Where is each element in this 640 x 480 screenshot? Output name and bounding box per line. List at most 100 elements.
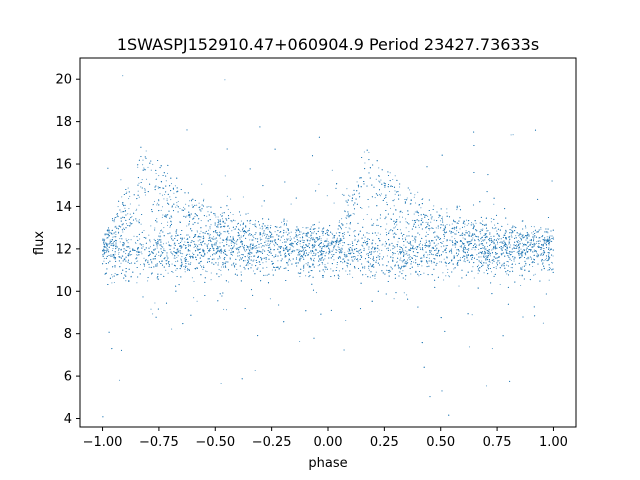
data-point xyxy=(307,227,309,229)
data-point xyxy=(406,251,408,253)
data-point xyxy=(137,190,139,192)
data-point xyxy=(173,243,175,245)
data-point xyxy=(464,234,466,236)
data-point xyxy=(481,260,483,262)
data-point xyxy=(493,228,495,230)
data-point xyxy=(134,249,136,252)
data-point xyxy=(402,270,404,272)
data-point xyxy=(243,248,245,250)
data-point xyxy=(265,228,267,230)
data-point xyxy=(142,244,144,246)
data-point xyxy=(418,214,420,217)
data-point xyxy=(545,244,547,246)
data-point xyxy=(507,223,509,225)
data-point xyxy=(330,244,332,246)
data-point xyxy=(443,279,445,281)
data-point xyxy=(516,251,518,253)
data-point xyxy=(153,200,156,202)
data-point xyxy=(103,257,105,259)
data-point xyxy=(413,196,415,198)
data-point xyxy=(488,263,491,266)
data-point xyxy=(405,227,407,229)
data-point xyxy=(427,215,429,217)
data-point xyxy=(185,234,188,236)
data-point xyxy=(188,253,190,255)
data-point xyxy=(491,249,493,251)
data-point xyxy=(231,254,234,256)
data-point xyxy=(547,269,549,271)
data-point xyxy=(456,209,458,211)
data-point xyxy=(365,273,367,276)
data-point xyxy=(520,284,522,287)
data-point xyxy=(178,251,180,253)
data-point xyxy=(219,237,221,239)
data-point xyxy=(111,282,113,284)
data-point xyxy=(161,206,164,208)
data-point xyxy=(158,254,160,257)
data-point xyxy=(525,239,527,241)
data-point xyxy=(175,206,177,208)
data-point xyxy=(420,207,422,209)
data-point xyxy=(302,233,304,235)
data-point xyxy=(364,240,366,242)
data-point xyxy=(128,208,130,210)
data-point xyxy=(225,309,228,311)
data-point xyxy=(341,193,343,195)
data-point xyxy=(209,234,212,236)
data-point xyxy=(376,259,378,261)
data-point xyxy=(200,230,202,232)
data-point xyxy=(427,262,429,264)
data-point xyxy=(491,348,493,350)
data-point xyxy=(305,263,307,265)
data-point xyxy=(254,223,256,225)
data-point xyxy=(269,298,271,300)
data-point xyxy=(465,230,467,232)
data-point xyxy=(482,228,484,230)
data-point xyxy=(403,244,405,246)
data-point xyxy=(328,244,330,246)
data-point xyxy=(477,264,479,266)
data-point xyxy=(370,265,372,267)
data-point xyxy=(188,224,190,226)
data-point xyxy=(240,235,242,237)
data-point xyxy=(163,248,165,250)
data-point xyxy=(136,282,138,284)
data-point xyxy=(156,265,158,267)
data-point xyxy=(338,247,340,249)
data-point xyxy=(171,263,173,265)
data-point xyxy=(356,181,358,183)
data-point xyxy=(145,150,147,152)
data-point xyxy=(360,249,362,251)
data-point xyxy=(121,238,123,240)
data-point xyxy=(375,178,377,180)
data-point xyxy=(542,254,544,256)
data-point xyxy=(401,216,404,218)
data-point xyxy=(262,227,264,229)
data-point xyxy=(396,224,398,226)
data-point xyxy=(326,238,328,240)
data-point xyxy=(385,248,388,250)
data-point xyxy=(410,273,412,275)
data-point xyxy=(235,247,237,249)
data-point xyxy=(536,241,538,243)
data-point xyxy=(205,270,207,272)
data-point xyxy=(459,228,461,230)
data-point xyxy=(171,328,173,330)
data-point xyxy=(172,271,174,274)
data-point xyxy=(535,242,538,245)
data-point xyxy=(375,243,377,245)
data-point xyxy=(331,169,333,171)
data-point xyxy=(109,232,111,234)
data-point xyxy=(261,228,263,230)
data-point xyxy=(399,229,402,231)
data-point xyxy=(548,267,550,269)
data-point xyxy=(254,248,256,250)
data-point xyxy=(256,245,258,247)
data-point xyxy=(413,213,415,215)
data-point xyxy=(156,277,158,279)
data-point xyxy=(327,241,329,243)
data-point xyxy=(124,249,126,251)
data-point xyxy=(493,203,495,205)
data-point xyxy=(374,250,376,252)
data-point xyxy=(180,258,182,260)
